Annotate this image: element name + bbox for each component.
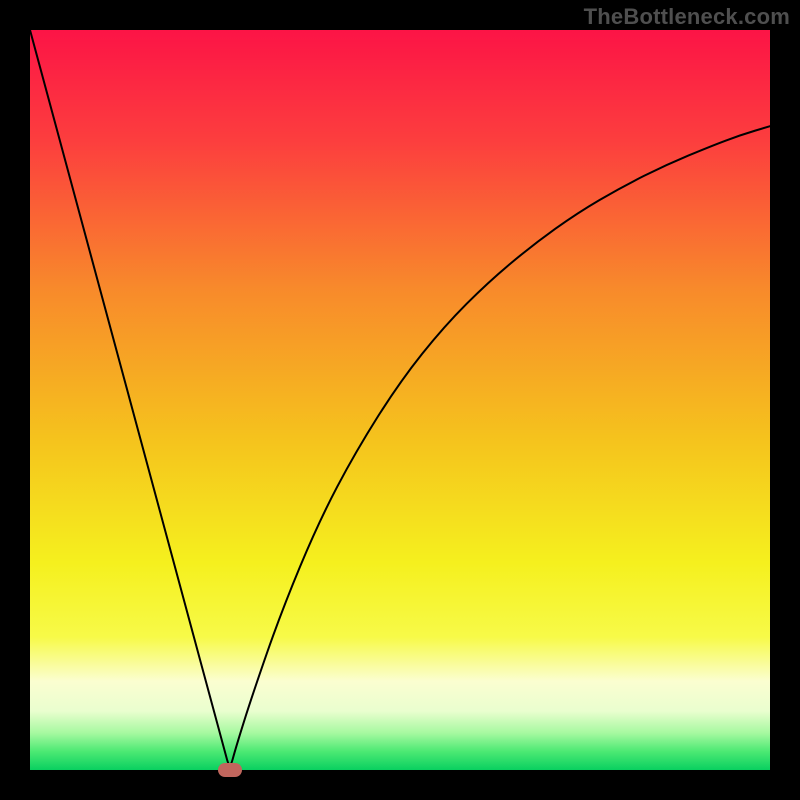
bottleneck-curve-chart <box>0 0 800 800</box>
curve-minimum-marker <box>218 763 242 777</box>
chart-root: TheBottleneck.com <box>0 0 800 800</box>
plot-background <box>30 30 770 770</box>
watermark-text: TheBottleneck.com <box>584 4 790 30</box>
